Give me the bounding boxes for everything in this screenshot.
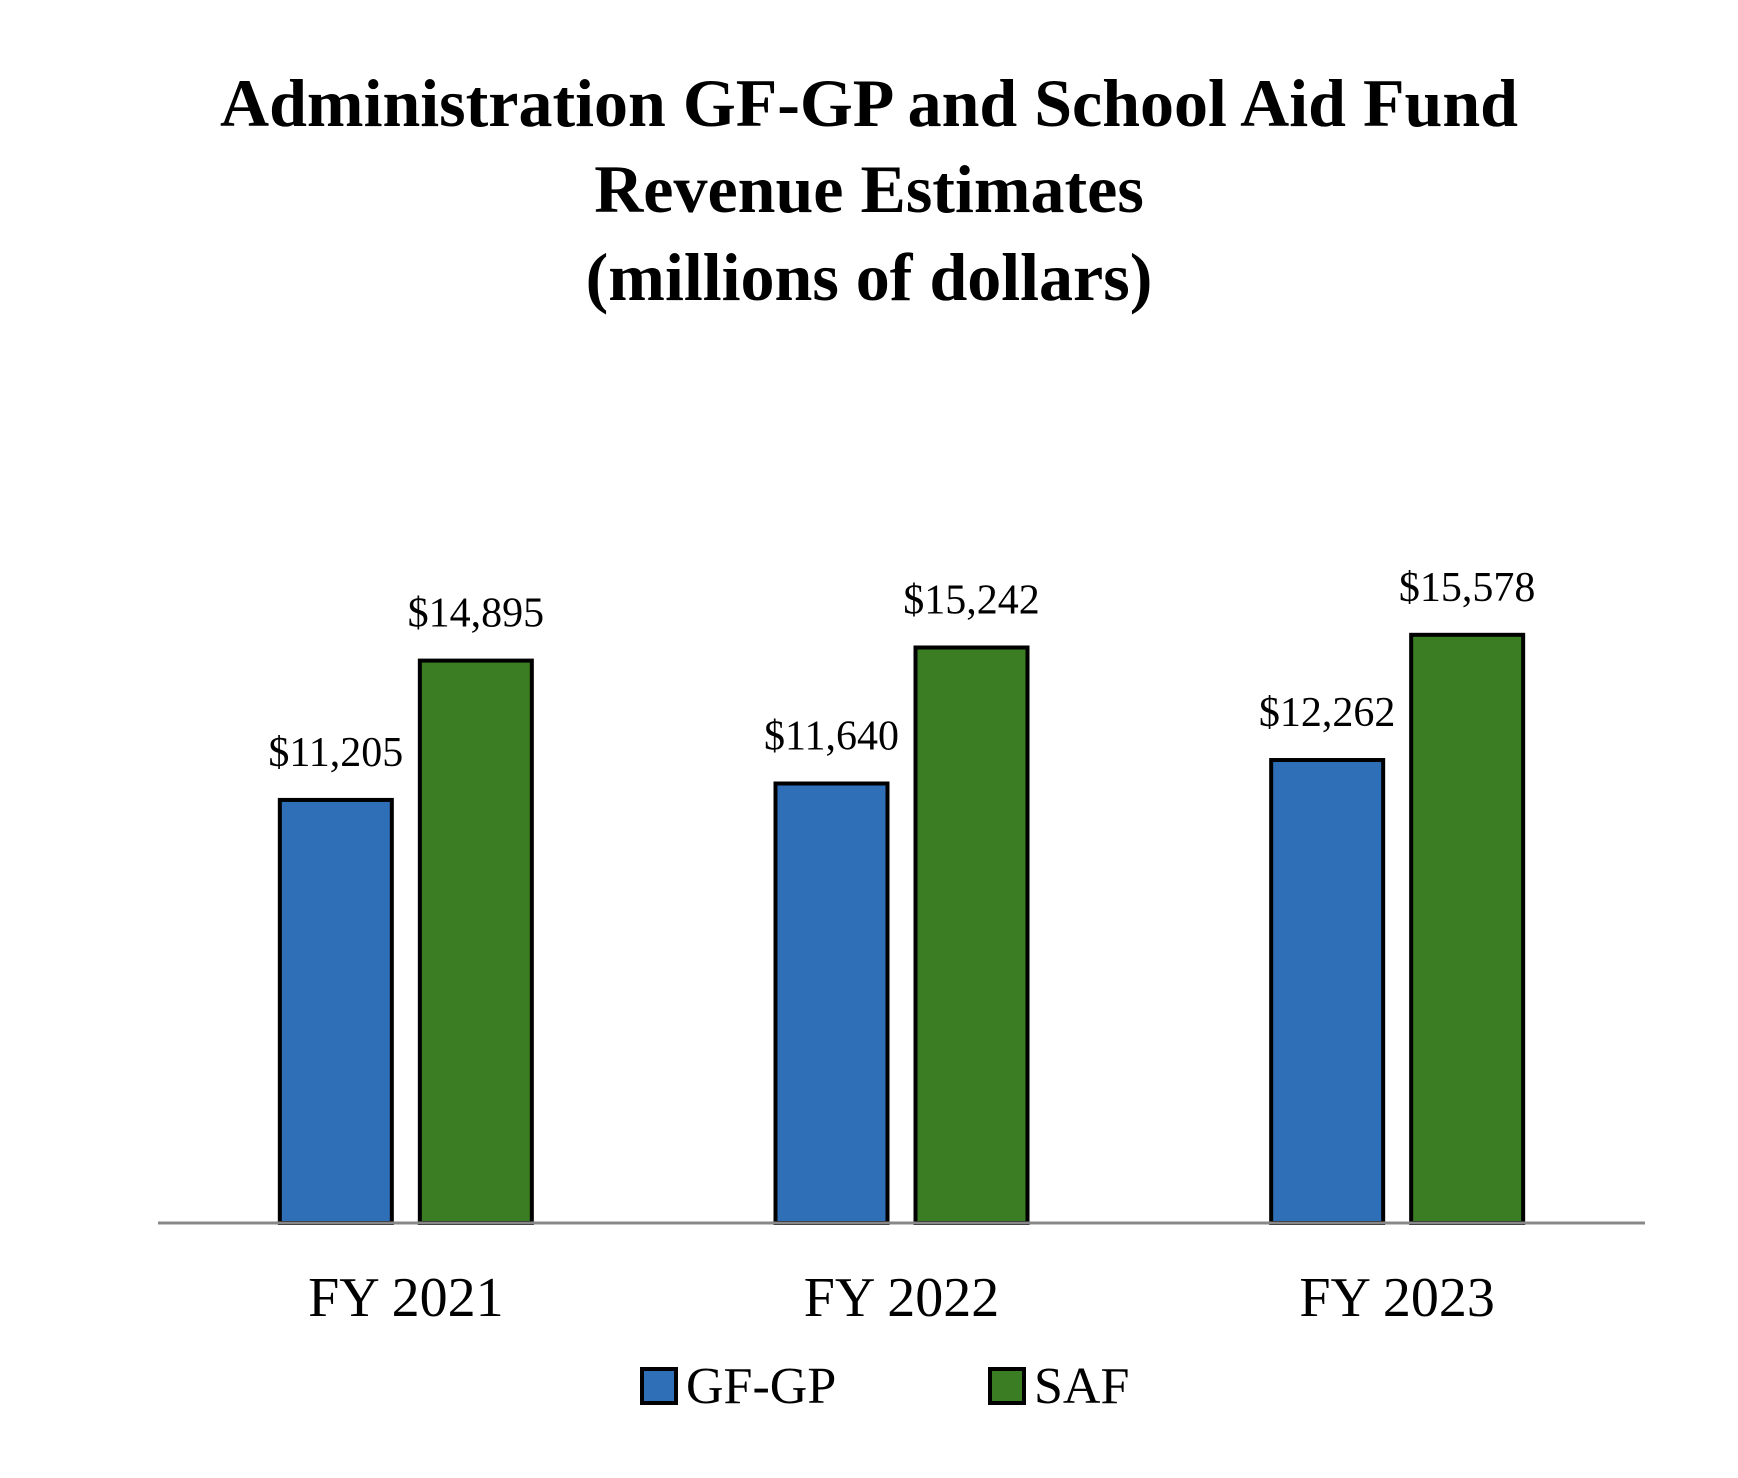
bar-gf-gp-fy-2021 [277, 797, 394, 1226]
data-label-gf-gp-2: $11,640 [764, 714, 899, 760]
bar-gf-gp-fy-2023 [1269, 758, 1386, 1225]
data-label-saf-1: $14,895 [408, 591, 545, 637]
legend-label-saf: SAF [1034, 1358, 1129, 1415]
bar-saf-fy-2022 [913, 645, 1030, 1225]
data-labels: $11,205 $14,895 $11,640 $15,242 $12,262 $15,5… [268, 565, 1535, 776]
bar-gf-gp-fy-2022 [773, 781, 890, 1225]
bar-saf-fy-2023 [1409, 632, 1526, 1225]
title-line-1: Administration GF-GP and School Aid Fund [220, 65, 1518, 141]
legend-swatch-saf [988, 1367, 1026, 1405]
category-label-1: FY 2021 [308, 1267, 504, 1329]
title-line-3: (millions of dollars) [586, 239, 1153, 315]
data-label-saf-2: $15,242 [903, 577, 1040, 623]
data-label-saf-3: $15,578 [1399, 565, 1536, 611]
legend-swatch-gf-gp [640, 1367, 678, 1405]
title-line-2: Revenue Estimates [594, 151, 1144, 227]
data-label-gf-gp-3: $12,262 [1259, 690, 1396, 736]
bars [277, 632, 1526, 1226]
category-labels: FY 2021 FY 2022 FY 2023 [308, 1267, 1495, 1329]
chart-title: Administration GF-GP and School Aid Fund… [220, 65, 1518, 315]
category-label-3: FY 2023 [1299, 1267, 1495, 1329]
bar-saf-fy-2021 [417, 658, 534, 1225]
data-label-gf-gp-1: $11,205 [268, 730, 403, 776]
legend-label-gf-gp: GF-GP [686, 1358, 836, 1415]
legend: GF-GP SAF [640, 1358, 1129, 1415]
category-label-2: FY 2022 [804, 1267, 1000, 1329]
